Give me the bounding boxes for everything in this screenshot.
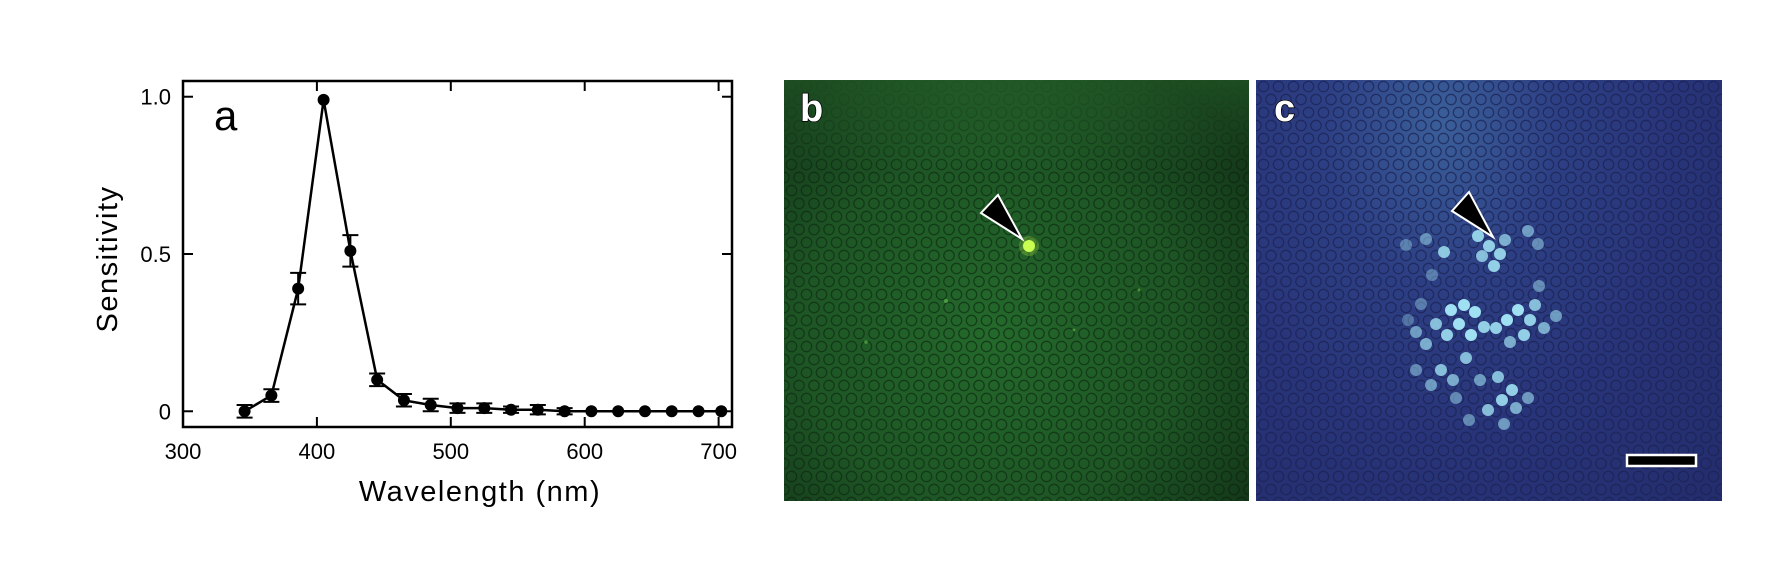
labeled-cell [1445, 304, 1457, 316]
labeled-cell [1426, 269, 1438, 281]
labeled-cell [1430, 318, 1442, 330]
labeled-cell [1501, 314, 1513, 326]
data-point [531, 403, 544, 416]
data-point [424, 398, 437, 411]
series-sensitivity [236, 93, 728, 419]
arrowhead-icon [979, 193, 1025, 242]
labeled-cell [1490, 322, 1502, 334]
data-point [558, 405, 571, 418]
labeled-cell [1492, 371, 1504, 383]
labeled-cell [1506, 384, 1518, 396]
data-point [344, 244, 357, 257]
labeled-cell [1550, 310, 1562, 322]
panel-label-c: c [1273, 87, 1296, 131]
labeled-cell [1538, 322, 1550, 334]
faint-cells [864, 288, 1141, 344]
labeled-cell [1478, 321, 1490, 333]
labeled-cells [1400, 225, 1562, 430]
x-tick-label: 600 [566, 439, 603, 464]
x-tick-label: 500 [432, 439, 469, 464]
data-point [371, 373, 384, 386]
labeled-cell [1460, 352, 1472, 364]
labeled-cell [1498, 418, 1510, 430]
marked-cell [1023, 240, 1035, 252]
data-point [451, 402, 464, 415]
series-line [243, 99, 722, 413]
y-axis-ticks: 0 0.5 1.0 [140, 85, 732, 424]
x-axis-ticks: 300 400 500 600 700 [165, 81, 737, 464]
labeled-cell [1469, 306, 1481, 318]
data-point [692, 405, 705, 418]
data-point [292, 282, 305, 295]
labeled-cell [1465, 329, 1477, 341]
labeled-cell [1438, 246, 1450, 258]
scale-bar [1625, 453, 1698, 468]
micrograph-c: c [1256, 80, 1722, 501]
data-point [265, 389, 278, 402]
labeled-cell [1494, 248, 1506, 260]
labeled-cell [1510, 402, 1522, 414]
x-tick-label: 700 [700, 439, 737, 464]
labeled-cell [1529, 299, 1541, 311]
x-tick-label: 300 [165, 439, 202, 464]
labeled-cell [1415, 298, 1427, 310]
labeled-cell [1402, 314, 1414, 326]
y-tick-label: 0 [159, 399, 171, 424]
labeled-cell [1532, 238, 1544, 250]
labeled-cell [1476, 250, 1488, 262]
plot-frame [181, 79, 734, 429]
data-point [585, 405, 598, 418]
y-tick-label: 0.5 [140, 242, 171, 267]
data-point [317, 93, 330, 106]
panel-label-a: a [214, 92, 238, 139]
labeled-cell [1450, 392, 1462, 404]
data-point [638, 405, 651, 418]
data-point [715, 405, 728, 418]
labeled-cell [1441, 329, 1453, 341]
data-point [478, 402, 491, 415]
labeled-cell [1425, 379, 1437, 391]
labeled-cell [1410, 326, 1422, 338]
labeled-cell [1499, 234, 1511, 246]
labeled-cell [1488, 260, 1500, 272]
arrowhead-icon [1450, 190, 1496, 240]
labeled-cell [1447, 374, 1459, 386]
labeled-cell [1518, 329, 1530, 341]
sensitivity-chart: 300 400 500 600 700 0 0.5 1.0 a Wavelength (nm… [92, 79, 737, 508]
labeled-cell [1410, 364, 1422, 376]
labeled-cell [1435, 364, 1447, 376]
panel-label-b: b [799, 87, 824, 131]
labeled-cell [1453, 318, 1465, 330]
labeled-cell [1420, 338, 1432, 350]
y-axis-label: Sensitivity [92, 185, 124, 332]
labeled-cell [1458, 299, 1470, 311]
data-point [397, 394, 410, 407]
x-axis-label: Wavelength (nm) [359, 476, 601, 508]
labeled-cell [1524, 314, 1536, 326]
data-point [612, 405, 625, 418]
labeled-cell [1400, 239, 1412, 251]
labeled-cell [1483, 240, 1495, 252]
labeled-cell [1522, 225, 1534, 237]
labeled-cell [1504, 336, 1516, 348]
labeled-cell [1512, 304, 1524, 316]
labeled-cell [1472, 230, 1484, 242]
labeled-cell [1533, 280, 1545, 292]
data-point [238, 405, 251, 418]
labeled-cell [1420, 233, 1432, 245]
data-point [505, 403, 518, 416]
labeled-cell [1496, 394, 1508, 406]
labeled-cell [1482, 404, 1494, 416]
micrograph-b: b [784, 80, 1249, 501]
x-tick-label: 400 [299, 439, 336, 464]
data-point [665, 405, 678, 418]
y-tick-label: 1.0 [140, 85, 171, 110]
labeled-cell [1463, 414, 1475, 426]
labeled-cell [1474, 374, 1486, 386]
labeled-cell [1522, 392, 1534, 404]
